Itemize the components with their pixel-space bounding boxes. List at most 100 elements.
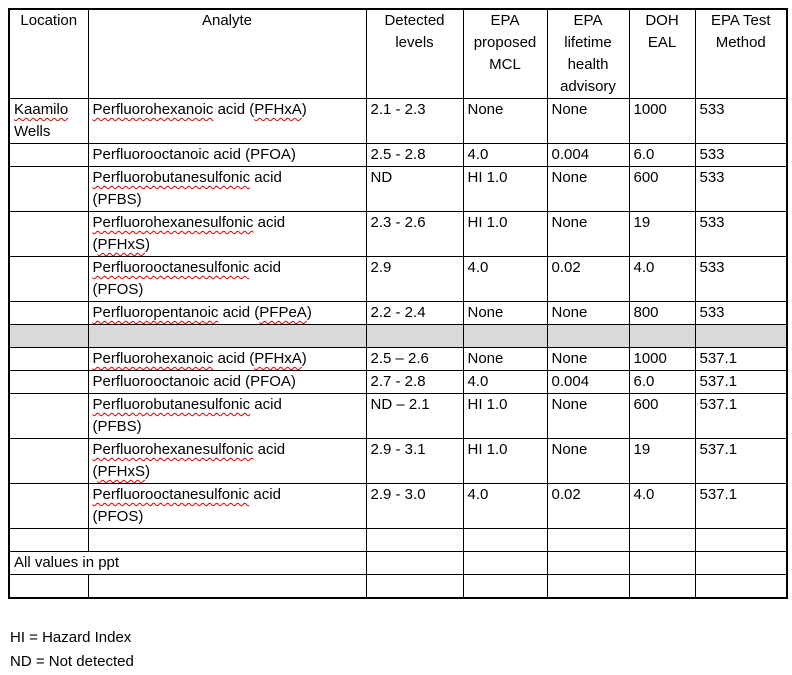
cell-analyte bbox=[87, 528, 367, 552]
cell-test-method: 533 bbox=[694, 211, 788, 257]
text-segment: ) bbox=[301, 101, 307, 118]
text-segment: ) bbox=[145, 236, 151, 253]
table-row: Perfluorooctanoic acid (PFOA) 2.5 - 2.8 4.… bbox=[8, 143, 788, 167]
misspelled-text: Perfluorohexanesulfonic bbox=[92, 214, 254, 231]
cell-detected-levels bbox=[365, 528, 464, 552]
column-header: EPA lifetime health advisory bbox=[546, 8, 630, 99]
cell-epa-mcl: HI 1.0 bbox=[462, 211, 548, 257]
table-row: Perfluorohexanoic acid (PFHxA) 2.5 – 2.6 N… bbox=[8, 347, 788, 371]
text-segment: acid ( bbox=[213, 350, 255, 367]
table-row: Kaamilo Wells Perfluorohexanoic acid (PFH… bbox=[8, 98, 788, 144]
cell-advisory: None bbox=[546, 301, 630, 325]
cell-doh-eal: 4.0 bbox=[628, 256, 696, 302]
cell-detected-levels: 2.9 - 3.1 bbox=[365, 438, 464, 484]
text-segment: acid ( bbox=[92, 441, 286, 480]
text-segment: acid (PFBS) bbox=[92, 396, 282, 435]
table-row: Perfluorooctanesulfonic acid (PFOS) 2.9 4.… bbox=[8, 256, 788, 302]
column-header: Analyte bbox=[87, 8, 367, 99]
cell-detected-levels: 2.9 bbox=[365, 256, 464, 302]
cell-location bbox=[8, 438, 89, 484]
footnote-not-detected: ND = Not detected bbox=[10, 653, 134, 670]
cell-advisory: None bbox=[546, 393, 630, 439]
cell-location bbox=[8, 483, 89, 529]
table-row: Perfluorohexanesulfonic acid (PFHxS) 2.3 … bbox=[8, 211, 788, 257]
column-header: Detected levels bbox=[365, 8, 464, 99]
cell-location bbox=[8, 370, 89, 394]
cell-doh-eal bbox=[628, 574, 696, 599]
cell-test-method: 537.1 bbox=[694, 347, 788, 371]
table-row: Perfluorooctanoic acid (PFOA) 2.7 - 2.8 4.… bbox=[8, 370, 788, 394]
cell-detected-levels: 2.2 - 2.4 bbox=[365, 301, 464, 325]
table-row: Perfluorobutanesulfonic acid (PFBS) ND – … bbox=[8, 393, 788, 439]
misspelled-text: Perfluorohexanoic bbox=[92, 101, 214, 118]
cell-location bbox=[8, 143, 89, 167]
cell-advisory bbox=[546, 551, 630, 575]
misspelled-text: PFHxS bbox=[97, 463, 146, 480]
text-segment: ) bbox=[301, 350, 307, 367]
cell-test-method: 533 bbox=[694, 301, 788, 325]
cell-analyte bbox=[87, 574, 367, 599]
misspelled-text: Perfluorobutanesulfonic bbox=[92, 169, 251, 186]
cell-test-method: 533 bbox=[694, 143, 788, 167]
cell-detected-levels: 2.9 - 3.0 bbox=[365, 483, 464, 529]
misspelled-text: PFHxA bbox=[254, 350, 302, 367]
cell-doh-eal: 4.0 bbox=[628, 483, 696, 529]
cell-location: Kaamilo Wells bbox=[8, 98, 89, 144]
cell-epa-mcl bbox=[462, 528, 548, 552]
cell-advisory bbox=[546, 324, 630, 348]
cell-location bbox=[8, 211, 89, 257]
table-row: Perfluoropentanoic acid (PFPeA) 2.2 - 2.4… bbox=[8, 301, 788, 325]
table-row bbox=[8, 528, 788, 552]
table-row: Perfluorooctanesulfonic acid (PFOS) 2.9 -… bbox=[8, 483, 788, 529]
cell-detected-levels bbox=[365, 324, 464, 348]
column-header: EPA Test Method bbox=[694, 8, 788, 99]
cell-location bbox=[8, 301, 89, 325]
text-segment: Perfluorooctanoic acid (PFOA) bbox=[92, 373, 296, 390]
cell-doh-eal: 6.0 bbox=[628, 370, 696, 394]
cell-analyte: Perfluorooctanesulfonic acid (PFOS) bbox=[87, 256, 367, 302]
footnote-hazard-index: HI = Hazard Index bbox=[10, 629, 132, 646]
cell-detected-levels: 2.1 - 2.3 bbox=[365, 98, 464, 144]
cell-advisory: 0.004 bbox=[546, 370, 630, 394]
column-header: EPA proposed MCL bbox=[462, 8, 548, 99]
cell-epa-mcl: None bbox=[462, 98, 548, 144]
text-segment: acid (PFOS) bbox=[92, 486, 281, 525]
cell-epa-mcl: HI 1.0 bbox=[462, 393, 548, 439]
cell-doh-eal: 600 bbox=[628, 166, 696, 212]
cell-analyte: Perfluorohexanoic acid (PFHxA) bbox=[87, 347, 367, 371]
cell-epa-mcl: None bbox=[462, 347, 548, 371]
cell-detected-levels: ND bbox=[365, 166, 464, 212]
cell-test-method bbox=[694, 324, 788, 348]
cell-advisory: None bbox=[546, 438, 630, 484]
footnotes: HI = Hazard Index ND = Not detected bbox=[10, 626, 792, 674]
cell-detected-levels: ND – 2.1 bbox=[365, 393, 464, 439]
cell-epa-mcl bbox=[462, 551, 548, 575]
cell-test-method bbox=[694, 528, 788, 552]
cell-doh-eal: 19 bbox=[628, 438, 696, 484]
text-segment: acid ( bbox=[92, 214, 286, 253]
text-segment: ) bbox=[145, 463, 151, 480]
cell-test-method: 533 bbox=[694, 166, 788, 212]
cell-detected-levels: 2.5 – 2.6 bbox=[365, 347, 464, 371]
cell-note: All values in ppt bbox=[8, 551, 367, 575]
cell-doh-eal: 800 bbox=[628, 301, 696, 325]
table-row: All values in ppt bbox=[8, 551, 788, 575]
cell-test-method bbox=[694, 574, 788, 599]
cell-test-method: 533 bbox=[694, 98, 788, 144]
cell-doh-eal: 19 bbox=[628, 211, 696, 257]
cell-test-method: 537.1 bbox=[694, 438, 788, 484]
cell-test-method: 537.1 bbox=[694, 393, 788, 439]
text-segment: Perfluorooctanoic acid (PFOA) bbox=[92, 146, 296, 163]
misspelled-text: PFPeA bbox=[259, 304, 307, 321]
cell-epa-mcl: HI 1.0 bbox=[462, 166, 548, 212]
cell-epa-mcl: 4.0 bbox=[462, 483, 548, 529]
cell-detected-levels: 2.5 - 2.8 bbox=[365, 143, 464, 167]
text-segment: ) bbox=[306, 304, 312, 321]
cell-test-method: 533 bbox=[694, 256, 788, 302]
cell-epa-mcl bbox=[462, 574, 548, 599]
column-header: Location bbox=[8, 8, 89, 99]
cell-doh-eal: 600 bbox=[628, 393, 696, 439]
cell-doh-eal bbox=[628, 324, 696, 348]
cell-location bbox=[8, 347, 89, 371]
